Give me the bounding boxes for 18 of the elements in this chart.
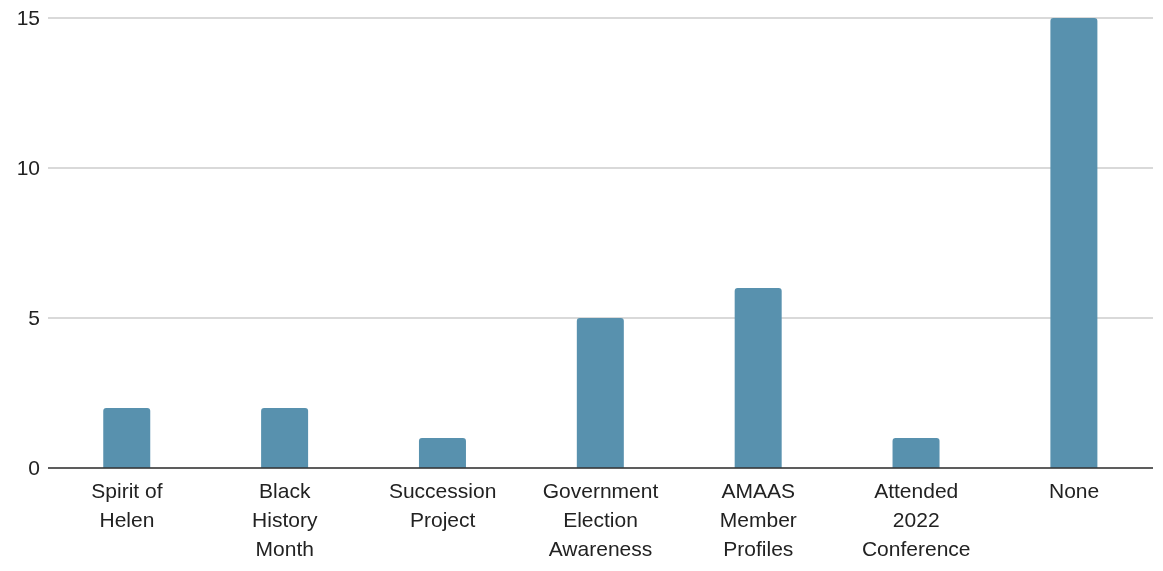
- y-tick-label: 5: [28, 306, 40, 330]
- bar: [892, 438, 940, 468]
- bar: [103, 408, 151, 468]
- x-tick-label: AMAAS Member Profiles: [719, 479, 797, 560]
- x-tick-label: None: [1048, 479, 1100, 502]
- x-tick-label: Government Election Awareness: [542, 479, 659, 560]
- bar: [418, 438, 466, 468]
- y-tick-label: 10: [16, 156, 40, 180]
- bar: [1050, 18, 1098, 468]
- x-tick-label: Spirit of Helen: [91, 479, 163, 531]
- x-tick-label: Black History Month: [252, 479, 318, 560]
- bar: [734, 288, 782, 468]
- y-tick-label: 0: [28, 456, 40, 480]
- bar: [261, 408, 309, 468]
- x-tick-label: Attended 2022 Conference: [861, 479, 971, 560]
- y-tick-label: 15: [16, 6, 40, 30]
- x-tick-label: Succession Project: [388, 479, 497, 531]
- bar: [576, 318, 624, 468]
